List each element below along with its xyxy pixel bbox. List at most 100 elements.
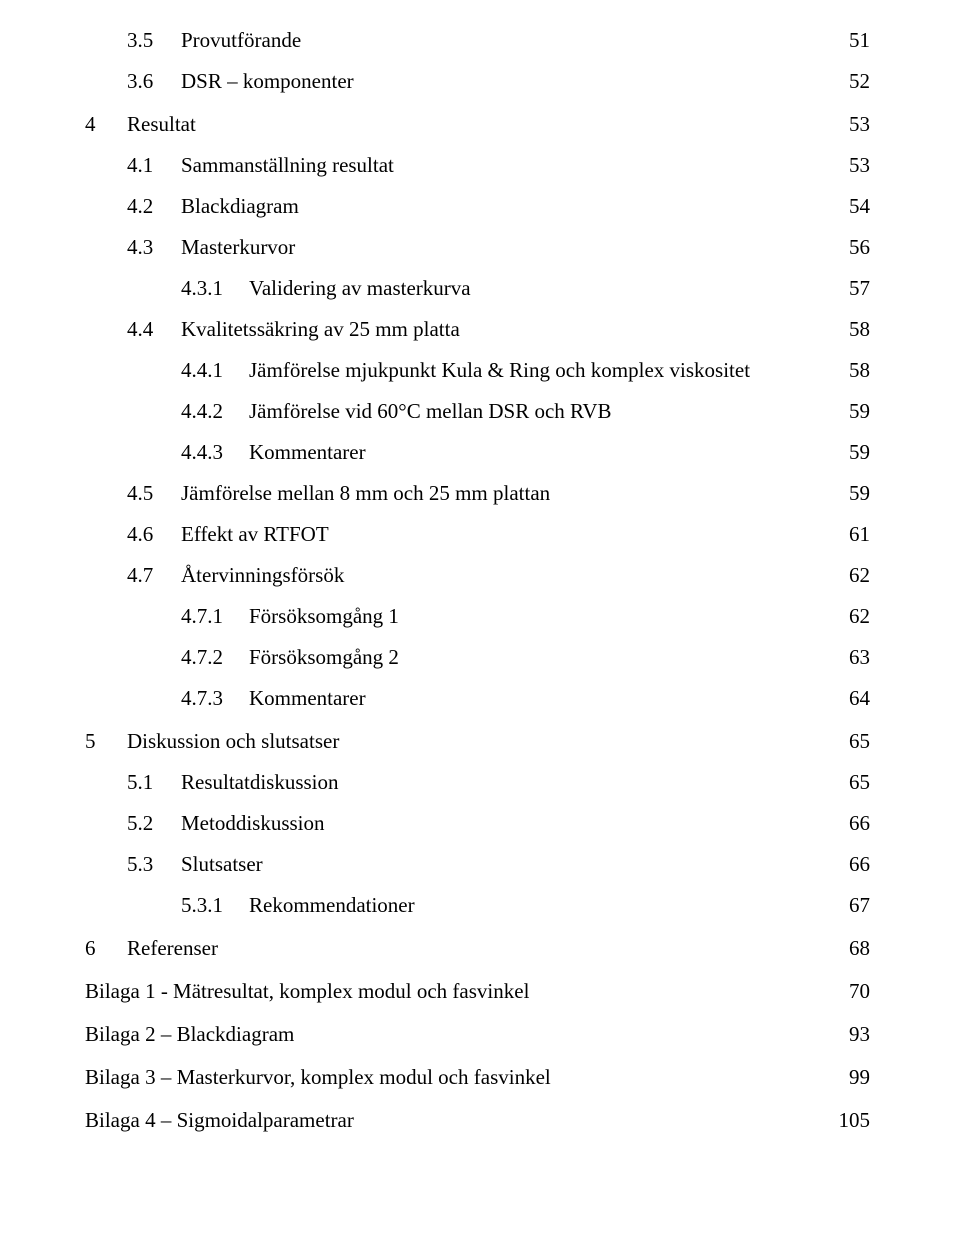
toc-number: 4.4.1	[181, 360, 249, 381]
toc-label: 4.3Masterkurvor	[127, 237, 295, 258]
toc-page-number: 68	[849, 938, 870, 959]
toc-page-number: 56	[849, 237, 870, 258]
toc-label: 4.7.2Försöksomgång 2	[181, 647, 399, 668]
toc-title: Försöksomgång 2	[249, 647, 399, 668]
toc-label: Bilaga 4 – Sigmoidalparametrar	[85, 1110, 354, 1131]
toc-number: 4.3.1	[181, 278, 249, 299]
toc-label: 4.3.1Validering av masterkurva	[181, 278, 471, 299]
toc-row: 5.3Slutsatser66	[85, 854, 870, 875]
toc-page-number: 59	[849, 483, 870, 504]
toc-number: 4.5	[127, 483, 181, 504]
toc-row: 5Diskussion och slutsatser65	[85, 731, 870, 752]
toc-title: DSR – komponenter	[181, 71, 354, 92]
toc-page-number: 105	[839, 1110, 871, 1131]
toc-number: 4	[85, 114, 127, 135]
toc-number: 4.7.2	[181, 647, 249, 668]
toc-page-number: 93	[849, 1024, 870, 1045]
toc-row: 5.2Metoddiskussion 66	[85, 813, 870, 834]
toc-label: 4.6Effekt av RTFOT	[127, 524, 329, 545]
toc-page-number: 58	[849, 319, 870, 340]
toc-page-number: 54	[849, 196, 870, 217]
toc-page-number: 70	[849, 981, 870, 1002]
toc-row: Bilaga 2 – Blackdiagram 93	[85, 1024, 870, 1045]
toc-page-number: 99	[849, 1067, 870, 1088]
toc-title: Kvalitetssäkring av 25 mm platta	[181, 319, 460, 340]
toc-page-number: 61	[849, 524, 870, 545]
toc-title: Sammanställning resultat	[181, 155, 394, 176]
toc-title: Kommentarer	[249, 442, 366, 463]
toc-number: 4.4.3	[181, 442, 249, 463]
toc-title: Slutsatser	[181, 854, 263, 875]
toc-row: 5.1Resultatdiskussion 65	[85, 772, 870, 793]
toc-row: 4.5Jämförelse mellan 8 mm och 25 mm plat…	[85, 483, 870, 504]
toc-title: Bilaga 4 – Sigmoidalparametrar	[85, 1110, 354, 1131]
toc-label: 4.7.1Försöksomgång 1	[181, 606, 399, 627]
toc-title: Återvinningsförsök	[181, 565, 344, 586]
toc-page-number: 63	[849, 647, 870, 668]
toc-label: 4.7Återvinningsförsök	[127, 565, 344, 586]
toc-row: Bilaga 3 – Masterkurvor, komplex modul o…	[85, 1067, 870, 1088]
toc-number: 4.3	[127, 237, 181, 258]
toc-label: 6Referenser	[85, 938, 218, 959]
toc-title: Bilaga 1 - Mätresultat, komplex modul oc…	[85, 981, 529, 1002]
toc-row: 4.4.2Jämförelse vid 60°C mellan DSR och …	[85, 401, 870, 422]
toc-row: 5.3.1Rekommendationer 67	[85, 895, 870, 916]
toc-label: 4.4.1Jämförelse mjukpunkt Kula & Ring oc…	[181, 360, 750, 381]
toc-title: Resultat	[127, 114, 196, 135]
toc-page-number: 62	[849, 565, 870, 586]
toc-title: Blackdiagram	[181, 196, 299, 217]
toc-page-number: 65	[849, 772, 870, 793]
toc-row: 4.4.3Kommentarer59	[85, 442, 870, 463]
toc-number: 3.5	[127, 30, 181, 51]
toc-title: Provutförande	[181, 30, 301, 51]
toc-label: 5.3.1Rekommendationer	[181, 895, 415, 916]
toc-label: 4.4.3Kommentarer	[181, 442, 366, 463]
toc-number: 4.7.1	[181, 606, 249, 627]
toc-title: Jämförelse mjukpunkt Kula & Ring och kom…	[249, 360, 750, 381]
toc-title: Resultatdiskussion	[181, 772, 339, 793]
toc-label: Bilaga 2 – Blackdiagram	[85, 1024, 294, 1045]
toc-title: Masterkurvor	[181, 237, 295, 258]
toc-page-number: 51	[849, 30, 870, 51]
toc-row: 4.6Effekt av RTFOT 61	[85, 524, 870, 545]
toc-row: 3.6DSR – komponenter 52	[85, 71, 870, 92]
toc-number: 3.6	[127, 71, 181, 92]
toc-number: 4.4.2	[181, 401, 249, 422]
toc-page-number: 66	[849, 813, 870, 834]
toc-row: 4.4.1Jämförelse mjukpunkt Kula & Ring oc…	[85, 360, 870, 381]
toc-label: 4Resultat	[85, 114, 196, 135]
toc-page-number: 59	[849, 401, 870, 422]
toc-number: 4.7.3	[181, 688, 249, 709]
toc-page-number: 64	[849, 688, 870, 709]
toc-label: 3.5Provutförande	[127, 30, 301, 51]
toc-title: Jämförelse vid 60°C mellan DSR och RVB	[249, 401, 612, 422]
toc-number: 5	[85, 731, 127, 752]
toc-number: 6	[85, 938, 127, 959]
toc-row: 4.1Sammanställning resultat53	[85, 155, 870, 176]
toc-page-number: 53	[849, 114, 870, 135]
toc-title: Bilaga 2 – Blackdiagram	[85, 1024, 294, 1045]
toc-number: 5.3.1	[181, 895, 249, 916]
toc-row: 4Resultat 53	[85, 114, 870, 135]
toc-title: Referenser	[127, 938, 218, 959]
toc-page-number: 53	[849, 155, 870, 176]
table-of-contents: 3.5Provutförande 51 3.6DSR – komponenter 52…	[85, 30, 870, 1131]
toc-page-number: 52	[849, 71, 870, 92]
toc-page-number: 67	[849, 895, 870, 916]
toc-label: Bilaga 1 - Mätresultat, komplex modul oc…	[85, 981, 529, 1002]
toc-label: 5.2Metoddiskussion	[127, 813, 325, 834]
toc-number: 5.1	[127, 772, 181, 793]
toc-title: Metoddiskussion	[181, 813, 325, 834]
toc-row: 3.5Provutförande 51	[85, 30, 870, 51]
toc-title: Bilaga 3 – Masterkurvor, komplex modul o…	[85, 1067, 551, 1088]
toc-label: 3.6DSR – komponenter	[127, 71, 354, 92]
toc-title: Diskussion och slutsatser	[127, 731, 339, 752]
toc-row: Bilaga 1 - Mätresultat, komplex modul oc…	[85, 981, 870, 1002]
toc-row: Bilaga 4 – Sigmoidalparametrar 105	[85, 1110, 870, 1131]
toc-label: 5.1Resultatdiskussion	[127, 772, 339, 793]
toc-title: Validering av masterkurva	[249, 278, 471, 299]
toc-number: 4.6	[127, 524, 181, 545]
toc-label: 4.4Kvalitetssäkring av 25 mm platta	[127, 319, 460, 340]
toc-row: 4.7.1Försöksomgång 162	[85, 606, 870, 627]
toc-number: 5.2	[127, 813, 181, 834]
